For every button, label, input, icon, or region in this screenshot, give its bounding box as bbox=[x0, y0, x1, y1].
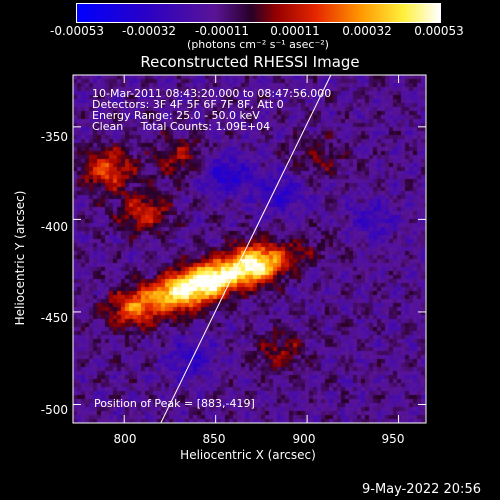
time-range-label: 10-Mar-2011 08:43:20.000 to 08:47:56.000 bbox=[92, 87, 332, 100]
colorbar-tick: -0.00053 bbox=[50, 24, 104, 38]
y-tick-label: -400 bbox=[40, 220, 68, 234]
energy-range-label: Energy Range: 25.0 - 50.0 keV bbox=[92, 109, 260, 122]
footer-date: 9-May-2022 20:56 bbox=[362, 482, 481, 497]
peak-position-label: Position of Peak = [883,-419] bbox=[94, 397, 255, 410]
y-tick-label: -350 bbox=[40, 130, 68, 144]
solar-limb-line bbox=[160, 74, 332, 424]
detectors-label: Detectors: 3F 4F 5F 6F 7F 8F, Att 0 bbox=[92, 98, 284, 111]
y-tick-label: -450 bbox=[40, 311, 68, 325]
y-axis-title: Heliocentric Y (arcsec) bbox=[13, 190, 27, 326]
x-tick-label: 950 bbox=[381, 432, 405, 446]
x-tick-label: 850 bbox=[202, 432, 226, 446]
colorbar-unit-label: (photons cm⁻² s⁻¹ asec⁻²) bbox=[187, 38, 329, 51]
colorbar-tick: 0.00032 bbox=[342, 24, 392, 38]
plot-frame bbox=[72, 74, 427, 424]
colorbar bbox=[76, 3, 441, 23]
colorbar-tick: -0.00011 bbox=[195, 24, 249, 38]
chart-title: Reconstructed RHESSI Image bbox=[140, 53, 360, 71]
heatmap-image bbox=[73, 75, 426, 423]
clean-counts-label: Clean Total Counts: 1.09E+04 bbox=[92, 120, 271, 133]
colorbar-tick: 0.00053 bbox=[414, 24, 464, 38]
y-tick-label: -500 bbox=[40, 403, 68, 417]
x-tick-label: 900 bbox=[292, 432, 316, 446]
colorbar-tick: 0.00011 bbox=[270, 24, 320, 38]
x-tick-label: 800 bbox=[113, 432, 137, 446]
x-axis-title: Heliocentric X (arcsec) bbox=[180, 448, 316, 462]
colorbar-tick: -0.00032 bbox=[122, 24, 176, 38]
